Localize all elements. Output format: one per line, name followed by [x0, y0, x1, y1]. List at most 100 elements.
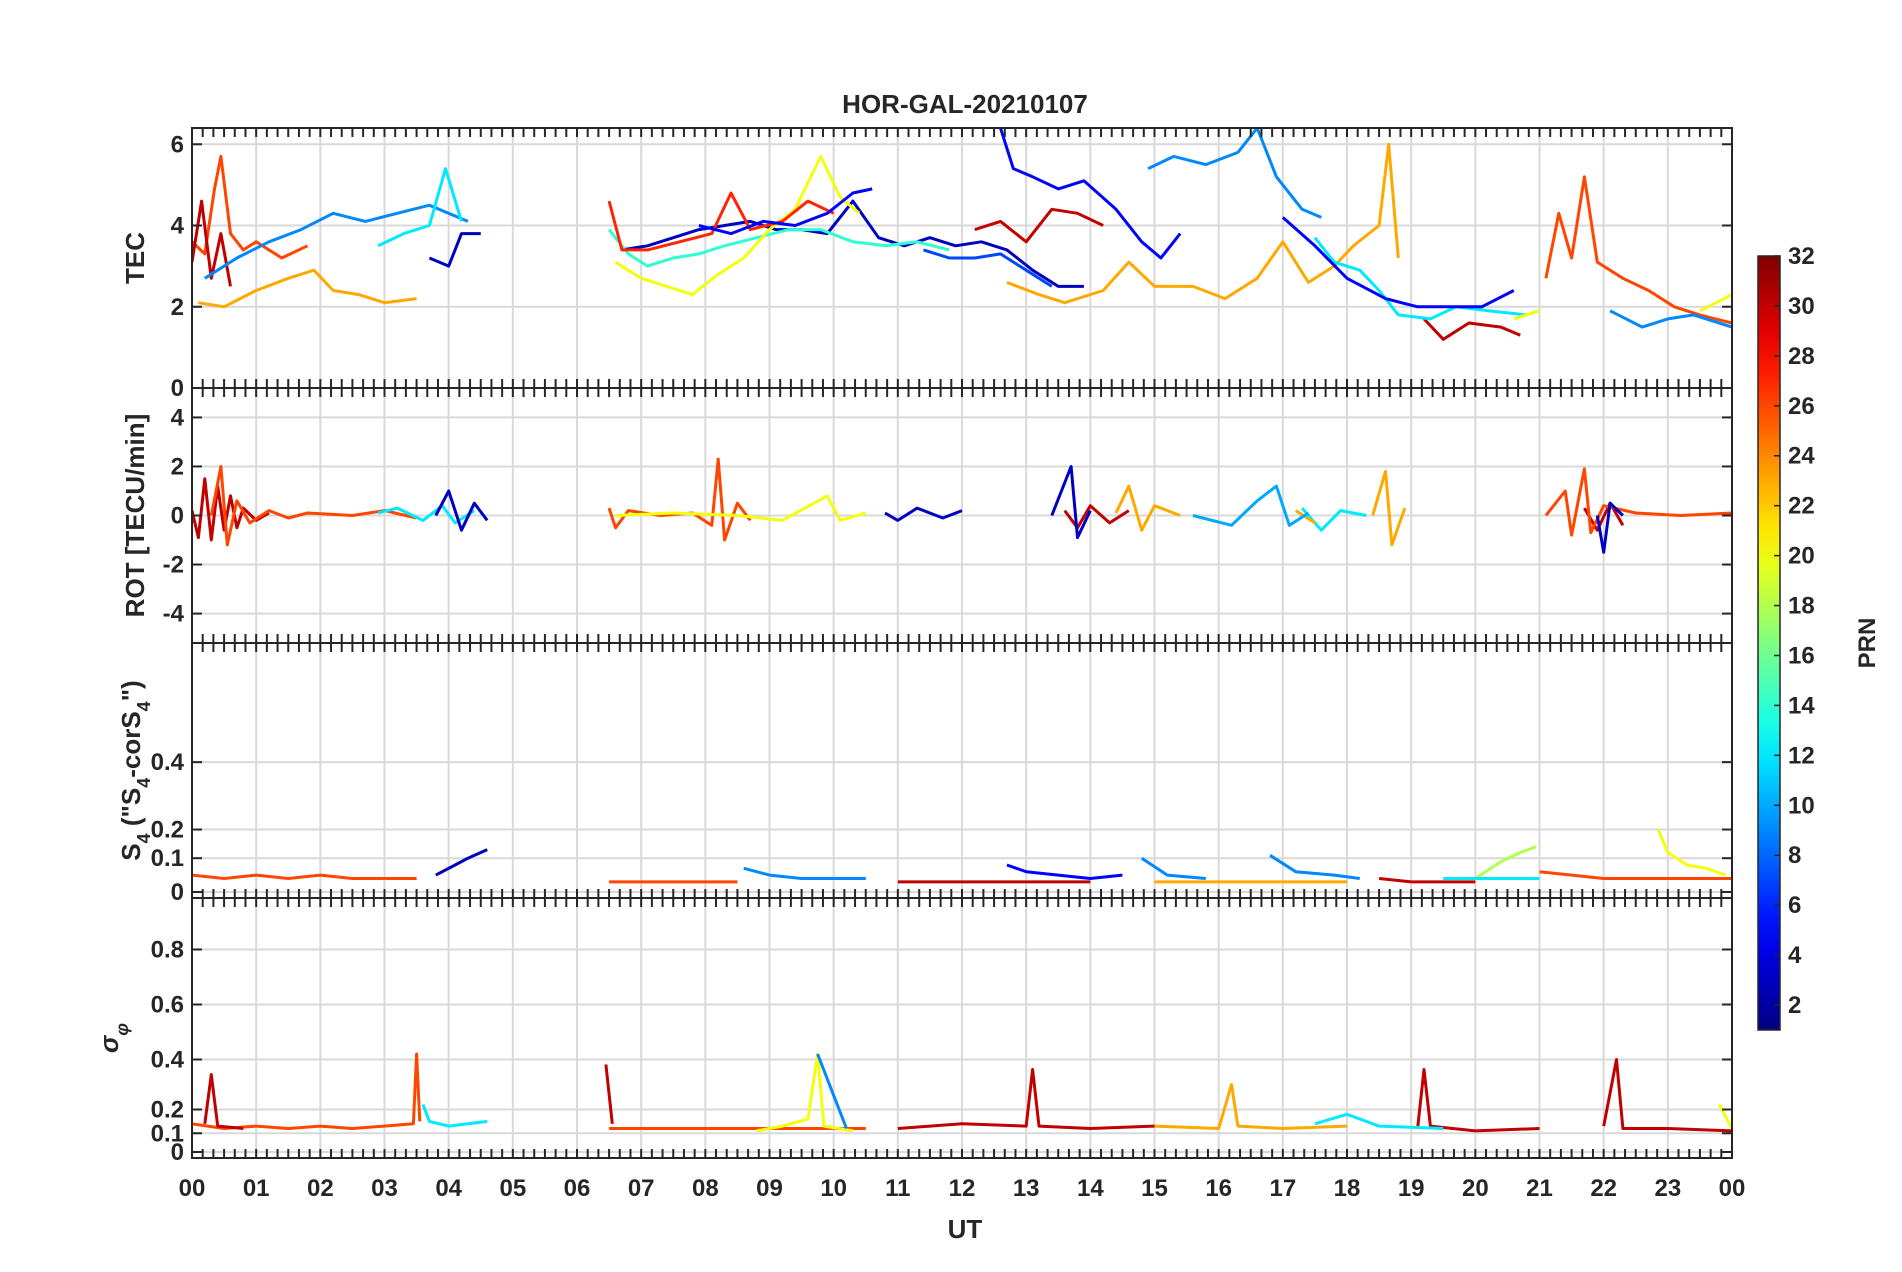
x-tick-label: 21	[1526, 1175, 1553, 1202]
panel-2-y-label: ROT [TECU/min]	[120, 414, 150, 618]
series-line-prn-9	[1269, 854, 1360, 880]
y-tick-label: 4	[171, 404, 185, 431]
colorbar-tick-label: 6	[1788, 892, 1801, 919]
panel-4-y-label: σφ	[94, 1023, 132, 1053]
panel-3-grid	[192, 643, 1732, 898]
panel-2-grid	[192, 388, 1732, 643]
series-line-prn-3	[434, 489, 489, 532]
colorbar-tick-label: 18	[1788, 593, 1815, 620]
series-line-prn-7	[923, 248, 1053, 288]
series-line-prn-10	[1192, 484, 1310, 527]
y-tick-label: 0.2	[151, 1097, 184, 1124]
series-line-prn-3	[428, 232, 481, 268]
series-line-prn-26	[607, 457, 752, 542]
y-tick-label: 0.2	[151, 817, 184, 844]
x-tick-label: 11	[885, 1175, 910, 1202]
panel-2-series	[192, 457, 1732, 554]
colorbar-tick-label: 10	[1788, 792, 1815, 819]
panel-3-x-ticks	[191, 643, 1733, 898]
y-tick-label: -4	[163, 601, 185, 628]
panel-4: 00.10.2 0.4 0.6 0.8 σφ	[94, 897, 1733, 1166]
series-line-prn-26	[192, 154, 309, 260]
y-tick-label: 0.1	[151, 1120, 184, 1147]
series-line-prn-30	[1422, 317, 1521, 341]
series-line-prn-12	[1313, 236, 1527, 321]
x-axis: 00 01 02 03 04 05 06 07 08 09 10 11 12 13 14 15 16 17 18 19…	[179, 1175, 1746, 1202]
x-tick-label: 02	[307, 1175, 334, 1202]
series-line-prn-3	[1050, 465, 1092, 540]
series-line-prn-30	[974, 207, 1104, 244]
series-line-prn-12	[1314, 1112, 1444, 1130]
colorbar-tick-label: 4	[1788, 942, 1802, 969]
series-line-prn-23	[1371, 469, 1407, 547]
series-line-prn-30	[192, 477, 270, 542]
y-tick-label: 0	[171, 1139, 184, 1166]
series-line-prn-30	[1378, 877, 1476, 884]
series-line-prn-5	[698, 187, 873, 236]
x-tick-label: 22	[1590, 1175, 1617, 1202]
series-line-prn-5	[1006, 863, 1123, 880]
colorbar-tick-label: 24	[1788, 443, 1815, 470]
panel-4-series	[192, 1052, 1732, 1133]
series-line-prn-20	[1717, 1103, 1732, 1130]
x-tick-label: 20	[1462, 1175, 1489, 1202]
y-tick-label: 4	[171, 213, 185, 240]
x-tick-label: 12	[949, 1175, 976, 1202]
series-line-prn-9	[203, 203, 469, 280]
series-line-prn-3	[435, 848, 488, 877]
y-tick-label: 0.1	[151, 845, 184, 872]
series-line-prn-26	[1544, 467, 1732, 537]
series-line-prn-12	[377, 167, 463, 248]
x-tick-label: 10	[820, 1175, 847, 1202]
series-line-prn-3	[1595, 501, 1624, 554]
x-tick-label: 15	[1141, 1175, 1168, 1202]
series-line-prn-26	[209, 465, 417, 547]
series-line-prn-23	[1006, 142, 1400, 305]
x-tick-label: 00	[1719, 1175, 1746, 1202]
series-line-prn-23	[1114, 484, 1181, 532]
y-tick-label: 0.4	[151, 749, 185, 776]
series-line-prn-26	[1539, 870, 1732, 880]
y-tick-label: 0	[171, 375, 184, 402]
series-line-prn-14	[607, 228, 950, 268]
panel-1: 0 2 4 6 TEC	[120, 127, 1733, 402]
panel-3: 0 0.10.2 0.4S4 ("S4-corS4")	[116, 642, 1733, 906]
colorbar-tick-label: 28	[1788, 343, 1815, 370]
series-line-prn-26	[192, 873, 417, 880]
y-tick-label: 0.8	[151, 937, 184, 964]
colorbar-bar	[1757, 255, 1781, 1031]
series-line-prn-12	[421, 1103, 488, 1128]
colorbar-tick-label: 12	[1788, 742, 1815, 769]
x-tick-label: 16	[1205, 1175, 1232, 1202]
y-tick-label: 2	[171, 453, 184, 480]
series-line-prn-20	[614, 154, 861, 297]
x-tick-label: 08	[692, 1175, 719, 1202]
y-tick-label: 2	[171, 294, 184, 321]
series-line-prn-5	[1281, 216, 1515, 309]
series-line-prn-30	[1416, 1068, 1540, 1133]
series-line-prn-12	[377, 504, 476, 525]
x-tick-label: 19	[1398, 1175, 1425, 1202]
colorbar-tick-label: 20	[1788, 543, 1815, 570]
x-tick-label: 06	[564, 1175, 591, 1202]
panel-4-x-ticks	[191, 898, 1733, 1158]
colorbar-tick-label: 14	[1788, 692, 1815, 719]
series-line-prn-20	[1699, 293, 1732, 313]
series-line-prn-30	[1063, 504, 1130, 530]
colorbar-tick-label: 30	[1788, 293, 1815, 320]
colorbar-tick-label: 32	[1788, 243, 1815, 270]
series-line-prn-30	[897, 1068, 1155, 1130]
colorbar-tick-label: 8	[1788, 842, 1801, 869]
panel-2: -4 -2 0 2 4 ROT [TECU/min]	[120, 387, 1733, 644]
series-line-prn-30	[1602, 1058, 1732, 1133]
series-line-prn-20	[756, 1052, 854, 1133]
x-tick-label: 05	[499, 1175, 526, 1202]
x-tick-label: 23	[1654, 1175, 1681, 1202]
series-line-prn-3	[621, 199, 1084, 288]
x-tick-label: 03	[371, 1175, 398, 1202]
x-tick-label: 09	[756, 1175, 783, 1202]
series-line-prn-9	[743, 866, 866, 880]
series-line-prn-20	[1513, 309, 1540, 321]
